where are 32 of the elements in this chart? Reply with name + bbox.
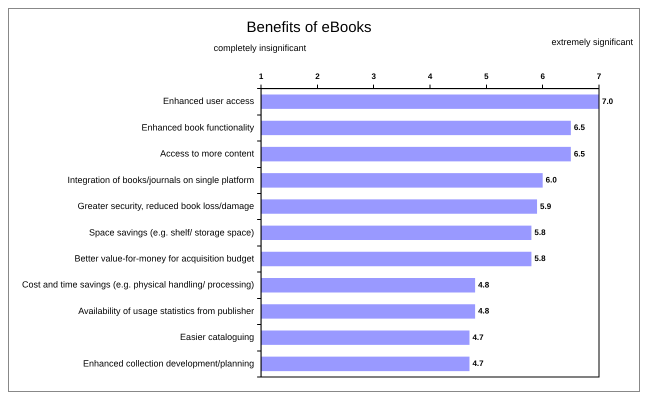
data-label: 4.8 <box>478 306 490 316</box>
x-tick-label: 7 <box>596 72 602 82</box>
data-label: 5.9 <box>540 202 552 211</box>
x-tick-label: 6 <box>540 72 546 82</box>
chart-title: Benefits of eBooks <box>246 19 372 36</box>
data-label: 4.7 <box>472 359 484 368</box>
y-tick-label: Better value-for-money for acquisition budget <box>74 254 255 264</box>
y-tick-label: Greater security, reduced book loss/damage <box>78 201 254 212</box>
y-tick-label: Cost and time savings (e.g. physical handling/ processing) <box>22 280 254 290</box>
x-tick-label: 2 <box>315 72 320 82</box>
y-tick-label: Availability of usage statistics from publisher <box>78 306 254 316</box>
data-label: 4.7 <box>472 332 484 342</box>
data-label: 6.5 <box>574 149 586 158</box>
text: extremely significant <box>551 36 634 47</box>
data-label: 5.8 <box>534 254 546 264</box>
data-label: 4.8 <box>478 280 490 290</box>
x-tick-label: 1 <box>258 72 264 82</box>
x-tick-label: 4 <box>428 72 433 82</box>
data-label: 7.0 <box>602 96 614 106</box>
data-label: 5.8 <box>534 228 546 238</box>
y-tick-label: Access to more content <box>160 148 255 159</box>
y-tick-label: Integration of books/journals on single platform <box>68 174 254 185</box>
y-tick-label: Space savings (e.g. shelf/ storage space) <box>89 227 254 238</box>
y-tick-label: Easier cataloguing <box>180 332 254 342</box>
x-tick-label: 5 <box>484 72 490 82</box>
x-tick-label: 3 <box>372 72 377 82</box>
y-tick-label: Enhanced book functionality <box>142 122 255 132</box>
y-tick-label: Enhanced user access <box>163 96 255 106</box>
data-label: 6.5 <box>574 123 586 132</box>
text: completely insignificant <box>214 42 307 53</box>
data-label: 6.0 <box>546 176 558 185</box>
y-tick-label: Enhanced collection development/planning <box>82 358 254 368</box>
